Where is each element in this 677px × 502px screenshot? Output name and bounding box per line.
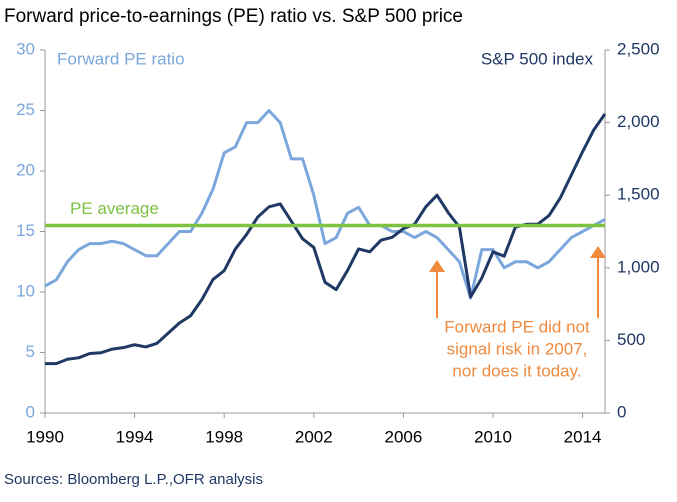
y-tick-label: 10: [16, 281, 35, 300]
x-tick-label: 2014: [564, 427, 602, 446]
x-tick-label: 2002: [295, 427, 333, 446]
chart-title: Forward price-to-earnings (PE) ratio vs.…: [4, 6, 463, 27]
y2-tick-label: 2,500: [617, 39, 660, 58]
source: Sources: Bloomberg L.P.,OFR analysis: [4, 471, 263, 488]
annotation: signal risk in 2007,: [447, 339, 588, 358]
arrows: [429, 246, 606, 318]
y-axis-label: Forward PE ratio: [57, 49, 185, 68]
y2-tick-label: 500: [617, 330, 645, 349]
x-tick-label: 1998: [205, 427, 243, 446]
y-tick-label: 15: [16, 221, 35, 240]
y2-tick-label: 0: [617, 402, 626, 421]
series-line: [44, 109, 606, 300]
x-tick-label: 1990: [26, 427, 64, 446]
y-tick-label: 20: [16, 160, 35, 179]
annotation: Forward PE did not: [444, 317, 590, 336]
y-tick-label: 5: [26, 342, 35, 361]
y2-tick-label: 1,000: [617, 257, 660, 276]
y-tick-label: 0: [26, 402, 35, 421]
y2-axis-label: S&P 500 index: [481, 49, 594, 68]
y2-tick-label: 1,500: [617, 185, 660, 204]
y-tick-label: 25: [16, 100, 35, 119]
x-tick-label: 2006: [384, 427, 422, 446]
x-tick-label: 2010: [474, 427, 512, 446]
y-tick-label: 30: [16, 39, 35, 58]
annotation: nor does it today.: [452, 361, 581, 380]
y2-tick-label: 2,000: [617, 112, 660, 131]
x-tick-label: 1994: [116, 427, 154, 446]
series-line: [45, 113, 607, 366]
reference-label: PE average: [70, 199, 159, 218]
